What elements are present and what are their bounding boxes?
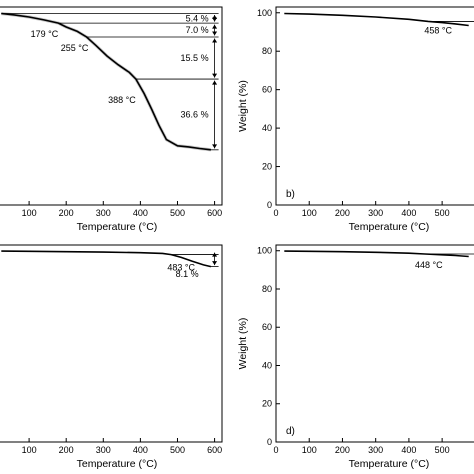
series-line: [1, 250, 212, 268]
loss-arrow-head-down: [212, 17, 218, 22]
onset-temperature-label: 388 °C: [108, 95, 136, 105]
onset-temperature-label: 179 °C: [31, 29, 59, 39]
x-tick-label: 300: [368, 445, 383, 455]
x-tick-label: 100: [302, 208, 317, 218]
series-line: [1, 12, 211, 151]
x-tick-label: 400: [133, 445, 148, 455]
y-tick-label: 20: [262, 162, 272, 172]
x-tick-label: 600: [207, 208, 222, 218]
x-tick-label: 300: [96, 208, 111, 218]
x-tick-label: 200: [59, 445, 74, 455]
plot-frame-b: [275, 6, 474, 206]
y-tick-label: 80: [262, 46, 272, 56]
y-tick-label: 80: [262, 284, 272, 294]
x-tick-label: 200: [59, 208, 74, 218]
plot-frame-c: [0, 244, 223, 443]
y-tick-label: 0: [267, 200, 272, 210]
x-tick-label: 100: [22, 445, 37, 455]
x-tick-label: 300: [368, 208, 383, 218]
x-tick-label: 300: [96, 445, 111, 455]
x-axis-label: Temperature (°C): [77, 221, 158, 233]
loss-arrow-head-up: [212, 24, 218, 29]
weight-loss-label: 8.1 %: [176, 269, 199, 279]
loss-arrow-head-down: [212, 261, 218, 266]
y-axis-label: Weight (%): [237, 318, 249, 370]
x-tick-label: 500: [435, 445, 450, 455]
weight-loss-label: 7.0 %: [186, 25, 209, 35]
y-tick-label: 60: [262, 322, 272, 332]
x-tick-label: 0: [273, 445, 278, 455]
x-tick-label: 200: [335, 445, 350, 455]
x-axis-label: Temperature (°C): [349, 458, 430, 470]
x-tick-label: 500: [170, 445, 185, 455]
x-tick-label: 100: [302, 445, 317, 455]
onset-temperature-label: 448 °C: [415, 260, 443, 270]
loss-arrow-head-down: [212, 73, 218, 78]
panel-d: 0 100 200 300 400 500 0 20 40 60 80 100 Temperature …: [237, 244, 474, 470]
loss-arrow-head-up: [212, 252, 218, 257]
y-tick-label: 20: [262, 399, 272, 409]
y-tick-label: 40: [262, 123, 272, 133]
x-tick-label: 400: [401, 445, 416, 455]
y-tick-label: 100: [257, 246, 272, 256]
panel-b: 0 100 200 300 400 500 0 20 40 60 80 100 Temperature …: [237, 6, 474, 233]
onset-temperature-label: 255 °C: [61, 43, 89, 53]
weight-loss-label: 36.6 %: [181, 109, 209, 119]
onset-temperature-label: 458 °C: [424, 25, 452, 35]
loss-arrow-head-down: [212, 144, 218, 149]
plot-frame-d: [275, 244, 474, 443]
onset-temperature-label: 483 °C: [167, 263, 195, 273]
x-tick-label: 500: [170, 208, 185, 218]
panel-c: 100 200 300 400 500 600 Temperature (°C) 483 °C…: [0, 244, 223, 470]
y-tick-label: 100: [257, 8, 272, 18]
panel-label: d): [286, 426, 295, 437]
x-tick-label: 500: [435, 208, 450, 218]
weight-loss-label: 5.4 %: [186, 13, 209, 23]
series-line: [284, 250, 469, 258]
x-tick-label: 0: [273, 208, 278, 218]
loss-arrow-head-up: [212, 38, 218, 43]
panel-label: b): [286, 189, 295, 200]
x-tick-label: 400: [133, 208, 148, 218]
weight-loss-label: 15.5 %: [181, 53, 209, 63]
loss-arrow-head-down: [212, 31, 218, 36]
loss-arrow-head-up: [212, 80, 218, 85]
series-line: [284, 12, 469, 27]
x-axis-label: Temperature (°C): [77, 458, 158, 470]
y-tick-label: 60: [262, 85, 272, 95]
x-axis-label: Temperature (°C): [349, 221, 430, 233]
y-tick-label: 40: [262, 360, 272, 370]
y-axis-label: Weight (%): [237, 80, 249, 132]
x-tick-label: 200: [335, 208, 350, 218]
x-tick-label: 600: [207, 445, 222, 455]
x-tick-label: 100: [22, 208, 37, 218]
x-tick-label: 400: [401, 208, 416, 218]
y-tick-label: 0: [267, 437, 272, 447]
plot-frame-a: [0, 6, 223, 206]
